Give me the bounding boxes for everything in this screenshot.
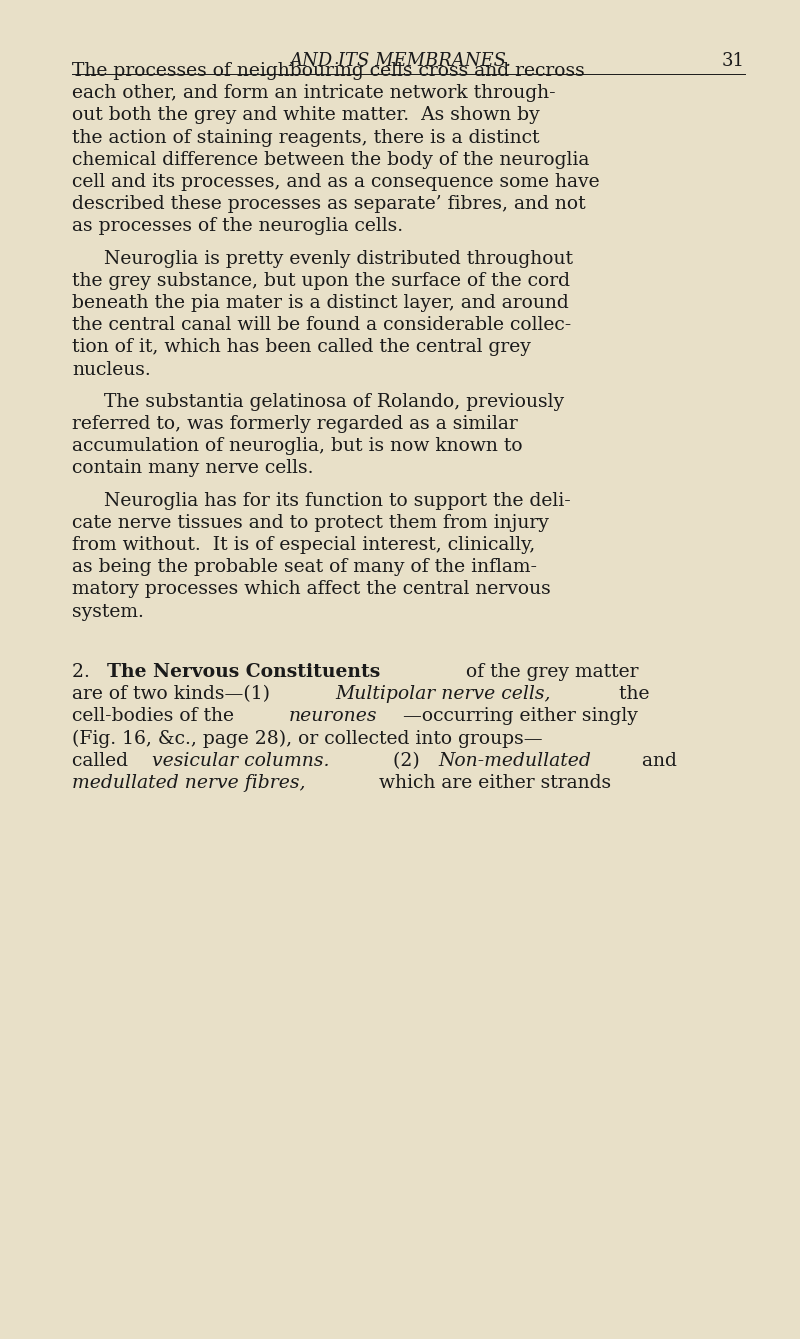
Text: and: and [636,751,677,770]
Text: matory processes which affect the central nervous: matory processes which affect the centra… [72,580,550,599]
Text: cell-bodies of the: cell-bodies of the [72,707,240,726]
Text: accumulation of neuroglia, but is now known to: accumulation of neuroglia, but is now kn… [72,438,522,455]
Text: as processes of the neuroglia cells.: as processes of the neuroglia cells. [72,217,403,236]
Text: out both the grey and white matter.  As shown by: out both the grey and white matter. As s… [72,106,540,125]
Text: medullated nerve fibres,: medullated nerve fibres, [72,774,306,791]
Text: 2.: 2. [72,663,99,680]
Text: 31: 31 [722,52,745,70]
Text: the grey substance, but upon the surface of the cord: the grey substance, but upon the surface… [72,272,570,289]
Text: The processes of neighbouring cells cross and recross: The processes of neighbouring cells cros… [72,62,585,80]
Text: referred to, was formerly regarded as a similar: referred to, was formerly regarded as a … [72,415,518,432]
Text: neurones: neurones [289,707,378,726]
Text: vesicular columns.: vesicular columns. [152,751,330,770]
Text: cate nerve tissues and to protect them from injury: cate nerve tissues and to protect them f… [72,514,549,532]
Text: (Fig. 16, &c., page 28), or collected into groups—: (Fig. 16, &c., page 28), or collected in… [72,730,542,747]
Text: called: called [72,751,134,770]
Text: as being the probable seat of many of the inflam-: as being the probable seat of many of th… [72,558,537,576]
Text: each other, and form an intricate network through-: each other, and form an intricate networ… [72,84,556,102]
Text: nucleus.: nucleus. [72,360,150,379]
Text: The Nervous Constituents: The Nervous Constituents [107,663,381,680]
Text: chemical difference between the body of the neuroglia: chemical difference between the body of … [72,151,590,169]
Text: the: the [614,686,650,703]
Text: tion of it, which has been called the central grey: tion of it, which has been called the ce… [72,339,531,356]
Text: are of two kinds—(1): are of two kinds—(1) [72,686,276,703]
Text: system.: system. [72,603,144,620]
Text: (2): (2) [381,751,426,770]
Text: which are either strands: which are either strands [374,774,611,791]
Text: of the grey matter: of the grey matter [460,663,638,680]
Text: the central canal will be found a considerable collec-: the central canal will be found a consid… [72,316,571,335]
Text: Neuroglia has for its function to support the deli-: Neuroglia has for its function to suppor… [104,491,570,510]
Text: beneath the pia mater is a distinct layer, and around: beneath the pia mater is a distinct laye… [72,295,569,312]
Text: Multipolar nerve cells,: Multipolar nerve cells, [335,686,550,703]
Text: The substantia gelatinosa of Rolando, previously: The substantia gelatinosa of Rolando, pr… [104,392,564,411]
Text: Non-medullated: Non-medullated [438,751,592,770]
Text: contain many nerve cells.: contain many nerve cells. [72,459,314,478]
Text: cell and its processes, and as a consequence some have: cell and its processes, and as a consequ… [72,173,600,191]
Text: —occurring either singly: —occurring either singly [403,707,638,726]
Text: AND ITS MEMBRANES.: AND ITS MEMBRANES. [289,52,511,70]
Text: described these processes as separate’ fibres, and not: described these processes as separate’ f… [72,195,586,213]
Text: Neuroglia is pretty evenly distributed throughout: Neuroglia is pretty evenly distributed t… [104,249,573,268]
Text: from without.  It is of especial interest, clinically,: from without. It is of especial interest… [72,536,535,554]
Text: the action of staining reagents, there is a distinct: the action of staining reagents, there i… [72,129,539,146]
